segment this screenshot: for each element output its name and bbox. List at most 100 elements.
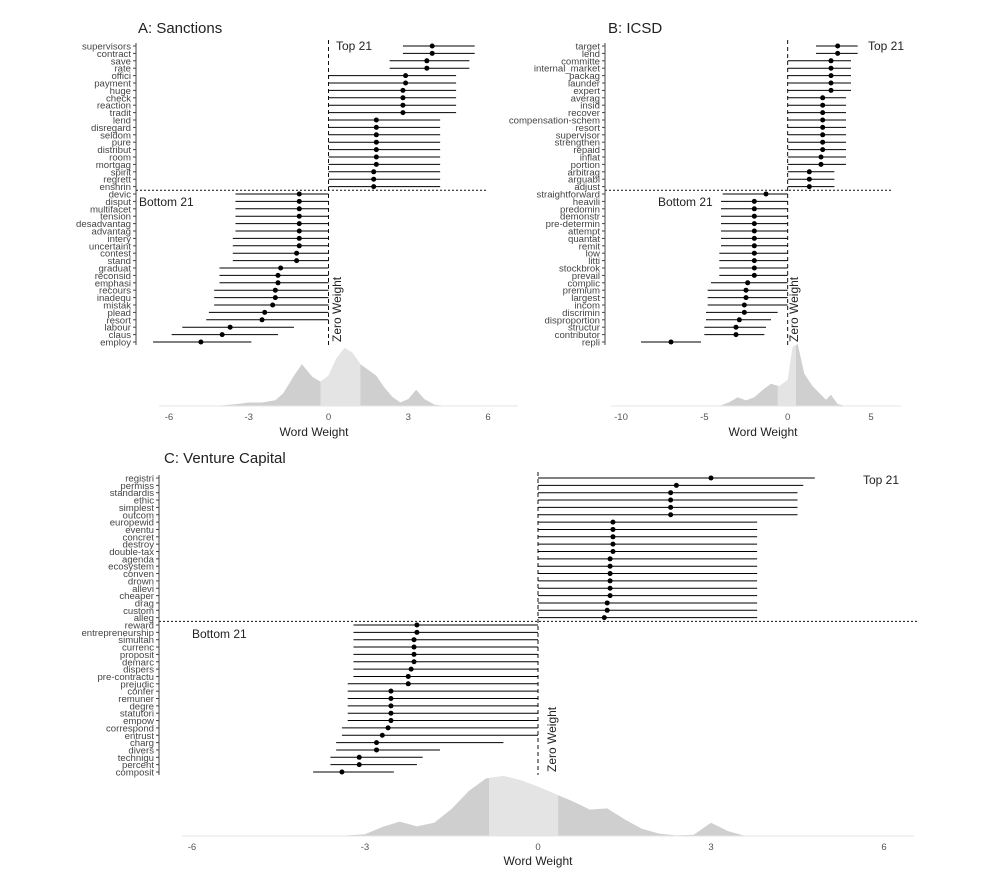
panel-c-point bbox=[668, 512, 674, 518]
panel-a-point bbox=[296, 213, 302, 219]
panel-c-word-label: standardis bbox=[110, 488, 154, 499]
panel-a-x-tick-0: -6 bbox=[165, 412, 174, 423]
panel-c-plot: -6 -3 0 3 6registripermissstandardisethicsim… bbox=[81, 472, 919, 853]
panel-c-point bbox=[673, 482, 679, 488]
panel-c-word-label: correspond bbox=[106, 723, 154, 734]
panel-b-word-label: portion bbox=[571, 160, 600, 171]
panel-b-word-label: attempt bbox=[568, 227, 600, 238]
panel-b-word-label: heavili bbox=[573, 197, 600, 208]
panel-b-word-label: arbitrag bbox=[567, 167, 600, 178]
panel-a-point bbox=[373, 161, 379, 167]
panel-c-x-tick-2: 0 bbox=[535, 842, 540, 853]
panel-b-point bbox=[806, 176, 812, 182]
panel-c-point bbox=[356, 754, 362, 760]
panel-b-word-label: target bbox=[575, 42, 600, 53]
panel-b-point bbox=[751, 213, 757, 219]
panel-c-word-label: permiss bbox=[120, 481, 154, 492]
panel-a-point bbox=[296, 191, 302, 197]
panel-b-point bbox=[835, 43, 841, 49]
panel-a-word-label: multifacet bbox=[90, 204, 131, 215]
panel-b-point bbox=[733, 332, 739, 338]
panel-c-word-label: pre-contractu bbox=[97, 672, 154, 683]
panel-b-word-label: discrimin bbox=[562, 308, 600, 319]
panel-c-point bbox=[388, 696, 394, 701]
panel-a-point bbox=[270, 302, 276, 308]
panel-c-word-label: drag bbox=[135, 598, 154, 609]
panel-a-point bbox=[373, 132, 379, 138]
panel-a-point bbox=[296, 243, 302, 249]
panel-c-point bbox=[388, 703, 394, 709]
panel-b-point bbox=[751, 221, 757, 227]
panel-a-word-label: devic bbox=[109, 190, 132, 201]
panel-b-point bbox=[668, 339, 674, 345]
panel-a-point bbox=[294, 250, 300, 256]
panel-c-word-label: concret bbox=[123, 532, 155, 543]
panel-b-word-label: averag bbox=[571, 93, 600, 104]
panel-c-word-label: custom bbox=[123, 606, 154, 617]
panel-a-word-label: labour bbox=[104, 323, 131, 334]
panel-c-point bbox=[339, 769, 345, 775]
panel-c-word-label: empow bbox=[123, 716, 154, 727]
panel-a-title: A: Sanctions bbox=[138, 20, 222, 37]
panel-c-word-label: dispers bbox=[123, 665, 154, 676]
panel-a-word-label: employ bbox=[100, 338, 131, 349]
panel-b-word-label: low bbox=[586, 249, 600, 260]
panel-b-point bbox=[751, 243, 757, 249]
panel-a-point bbox=[400, 110, 406, 116]
panel-a-plot: -6 -3 0 3 6 supervisorscontractsaverateoffici… bbox=[76, 40, 518, 423]
panel-c-word-label: reward bbox=[125, 621, 154, 632]
panel-c-point bbox=[668, 497, 674, 503]
panel-b-point bbox=[828, 65, 834, 71]
panel-a-point bbox=[294, 258, 300, 264]
panel-a-word-label: regrett bbox=[103, 175, 131, 186]
panel-a-word-label: disregard bbox=[91, 123, 131, 134]
panel-c-title: C: Venture Capital bbox=[164, 450, 286, 467]
panel-b-point bbox=[741, 302, 747, 308]
panel-b-word-label: insid bbox=[580, 101, 600, 112]
panel-c-word-label: registri bbox=[125, 474, 154, 485]
panel-b-word-label: adjust bbox=[574, 182, 600, 193]
panel-a-word-label: rate bbox=[114, 64, 131, 75]
panel-b-point bbox=[751, 250, 757, 256]
panel-b-point bbox=[820, 110, 826, 116]
panel-c-xlabel: Word Weight bbox=[504, 854, 574, 868]
panel-c-point bbox=[379, 732, 385, 738]
panel-c-word-label: entrust bbox=[125, 731, 155, 742]
panel-c-word-label: destroy bbox=[123, 540, 155, 551]
panel-b-word-label: committe bbox=[561, 56, 600, 67]
panel-b-word-label: straightforward bbox=[537, 190, 600, 201]
panel-c-word-label: confer bbox=[127, 687, 154, 698]
panel-a-word-label: stand bbox=[108, 256, 131, 267]
panel-c-x-tick-3: 3 bbox=[708, 842, 713, 853]
panel-b-word-label: expert bbox=[573, 86, 600, 97]
panel-a-point bbox=[227, 324, 233, 330]
panel-a-point bbox=[424, 65, 430, 71]
panel-c-point bbox=[411, 651, 417, 657]
panel-a-x-tick-4: 6 bbox=[485, 412, 490, 423]
panel-b-point bbox=[818, 161, 824, 167]
panel-a-word-label: enshrin bbox=[100, 182, 131, 193]
panel-c-point bbox=[414, 622, 420, 628]
panel-a-point bbox=[296, 235, 302, 241]
panel-a-word-label: inadequ bbox=[97, 293, 131, 304]
panel-b-point bbox=[828, 73, 834, 79]
panel-a-point bbox=[373, 139, 379, 145]
panel-b-density bbox=[621, 344, 871, 406]
panel-c-word-label: demarc bbox=[122, 657, 154, 668]
panel-c-word-label: proposit bbox=[120, 650, 154, 661]
panel-a-word-label: uncertaint bbox=[89, 241, 131, 252]
panel-c-x-tick-4: 6 bbox=[881, 842, 886, 853]
panel-b-plot: -10 -5 0 5 targetlendcommitteinternal_market… bbox=[509, 40, 901, 423]
panel-a-point bbox=[373, 124, 379, 130]
panel-b-word-label: structur bbox=[568, 323, 601, 334]
panel-c-word-label: prejudic bbox=[120, 679, 154, 690]
panel-a-point bbox=[429, 50, 435, 56]
panel-a-word-label: claus bbox=[109, 330, 132, 341]
panel-c-word-label: simultan bbox=[118, 635, 154, 646]
panel-b-point bbox=[818, 154, 824, 160]
panel-b-point bbox=[736, 317, 742, 323]
panel-b-point bbox=[751, 198, 757, 204]
panel-b-point bbox=[806, 169, 812, 175]
panel-a-point bbox=[296, 198, 302, 204]
panel-b-word-label: repaid bbox=[573, 145, 600, 156]
